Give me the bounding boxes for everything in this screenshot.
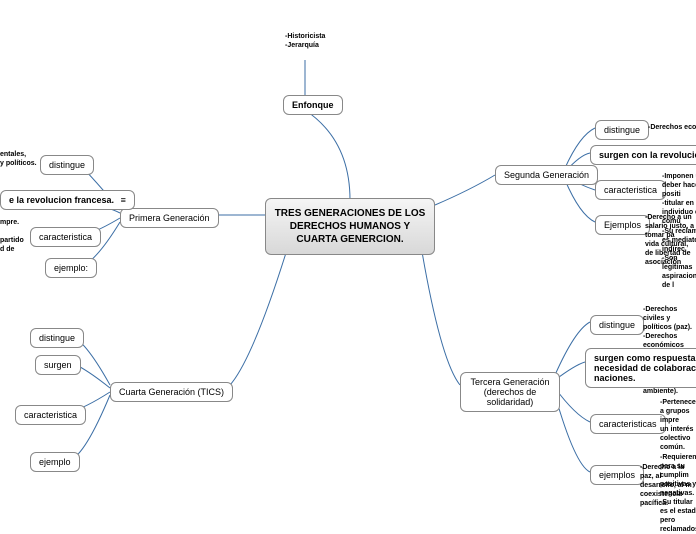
tercera-ejemplos-text: -Derecho a la paz, al desarrollo, al m c…	[640, 463, 696, 508]
segunda-distingue-text: -Derechos económicos, sociales y cult	[648, 123, 696, 132]
cuarta-surgen: surgen	[35, 355, 81, 375]
primera-node: Primera Generación	[120, 208, 219, 228]
primera-surgen-label: e la revolucion francesa.	[9, 195, 114, 205]
enfoque-text: -Historicista -Jerarquía	[285, 32, 325, 50]
segunda-ejemplos-text: -Derecho a un salario justo, a tomar pa …	[645, 213, 696, 268]
segunda-surgen: surgen con la revolucion industrial	[590, 145, 696, 165]
segunda-distingue: distingue	[595, 120, 649, 140]
primera-caract-text: mpre. partido d de	[0, 218, 24, 254]
primera-ejemplo: ejemplo:	[45, 258, 97, 278]
center-node: TRES GENERACIONES DE LOS DERECHOS HUMANO…	[265, 198, 435, 255]
tercera-surgen: surgen como respuesta a la necesidad de …	[585, 348, 696, 388]
cuarta-distingue: distingue	[30, 328, 84, 348]
tercera-caracteristicas: caracteristicas	[590, 414, 666, 434]
primera-caracteristica: caracteristica	[30, 227, 101, 247]
segunda-ejemplos: Ejemplos	[595, 215, 650, 235]
cuarta-ejemplo: ejemplo	[30, 452, 80, 472]
tercera-node: Tercera Generación (derechos de solidari…	[460, 372, 560, 412]
enfoque-node: Enfonque	[283, 95, 343, 115]
primera-distingue-text: entales, y políticos.	[0, 150, 37, 168]
cuarta-node: Cuarta Generación (TICS)	[110, 382, 233, 402]
tercera-distingue: distingue	[590, 315, 644, 335]
primera-surgen: e la revolucion francesa. ≡	[0, 190, 135, 210]
primera-distingue: distingue	[40, 155, 94, 175]
segunda-caracteristica: caracteristica	[595, 180, 666, 200]
segunda-node: Segunda Generación	[495, 165, 598, 185]
cuarta-caracteristica: caracteristica	[15, 405, 86, 425]
tercera-ejemplos: ejemplos	[590, 465, 644, 485]
